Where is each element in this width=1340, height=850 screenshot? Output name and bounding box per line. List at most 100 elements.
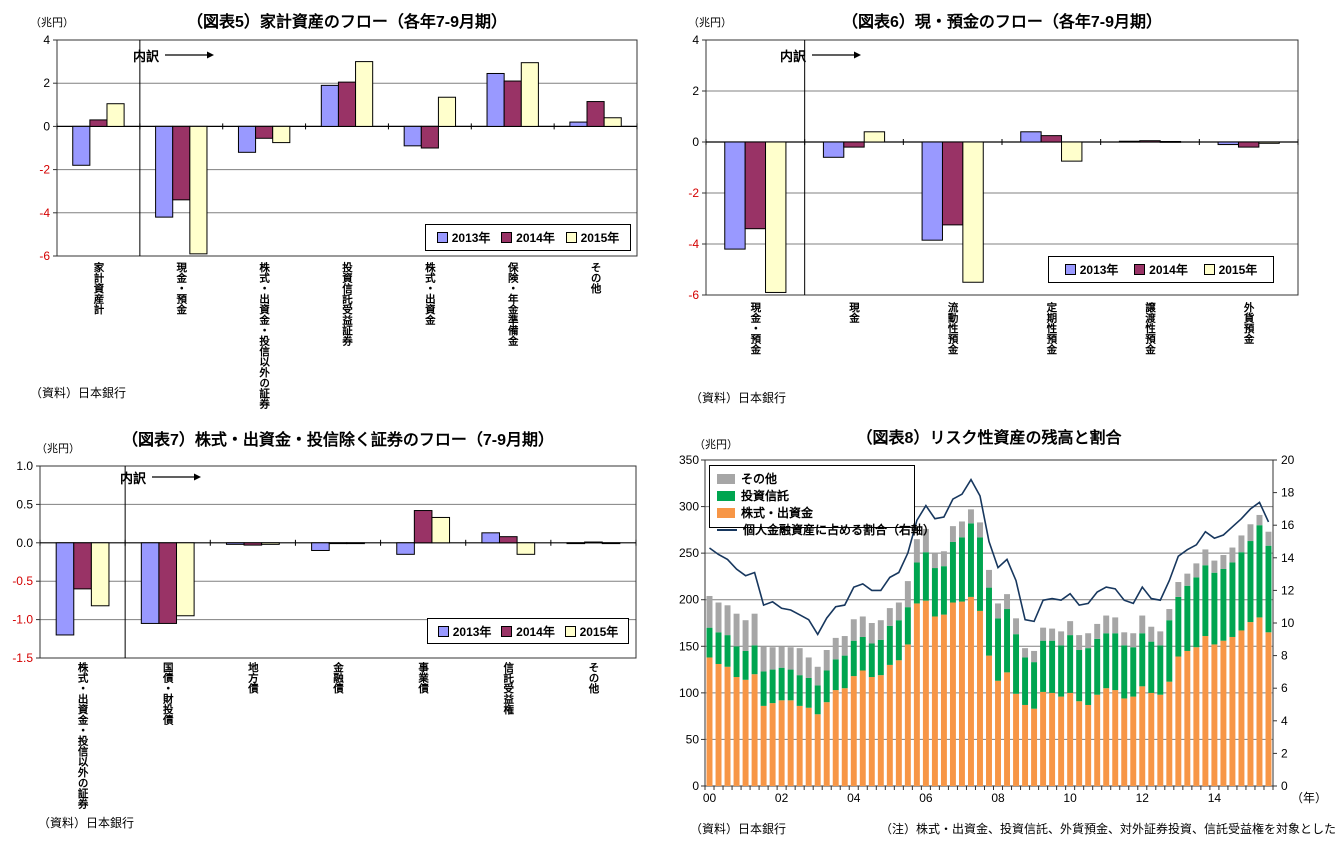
bar xyxy=(1118,140,1141,143)
bar-series-2015年 xyxy=(106,61,622,255)
gridlines xyxy=(40,503,636,621)
stacked-bar-segment xyxy=(1229,636,1236,786)
stacked-bar-segment xyxy=(1094,638,1101,695)
stacked-bar-segment xyxy=(841,655,848,689)
note-label: （注）株式・出資金、投資信託、外貨預金、対外証券投資、信託受益権を対象とした xyxy=(880,822,1337,836)
stacked-bar-segment xyxy=(877,675,884,786)
legend-label: 2015年 xyxy=(579,624,619,639)
stacked-bar-segment xyxy=(986,655,992,786)
category-label: 外貨預金 xyxy=(1242,302,1255,344)
stacked-bar-segment xyxy=(823,650,830,671)
stacked-bar-segment xyxy=(868,677,875,786)
stacked-bar-segment xyxy=(1103,633,1110,689)
fig6-plot: 4 2 0 -2 -4 -6 xyxy=(688,33,1299,302)
source-label: （資料）日本銀行 xyxy=(30,386,127,400)
x-year-label: 00 xyxy=(703,791,717,805)
stacked-bar-segment xyxy=(1121,698,1128,786)
stacked-bar-segment xyxy=(1238,630,1245,786)
stacked-bar-segment xyxy=(1103,615,1110,634)
stacked-bar-segment xyxy=(1256,525,1263,618)
bar xyxy=(724,141,746,250)
legend-swatch-icon xyxy=(436,232,448,243)
legend-label: 2014年 xyxy=(1149,263,1188,277)
bar xyxy=(337,81,357,127)
stacked-bar-segment xyxy=(1229,547,1236,563)
stacked-bar-segment xyxy=(787,700,794,786)
stacked-bar-segment xyxy=(1220,568,1227,641)
stacked-bar-segment xyxy=(1166,620,1173,682)
stacked-bar-segment xyxy=(1175,596,1182,657)
y-tick-label: -1.5 xyxy=(12,651,33,665)
bar xyxy=(158,542,178,624)
stacked-bar-segment xyxy=(877,639,884,676)
stacked-bar-segment xyxy=(1139,615,1146,634)
bar xyxy=(822,141,845,158)
breakdown-annotation: 内訳 xyxy=(780,49,807,64)
chart-risk-assets-balance: （兆円） （図表8）リスク性資産の残高と割合 （資料）日本銀行 （注）株式・出資… xyxy=(670,420,1340,850)
stacked-bar-segment xyxy=(751,613,758,646)
category-label: 株式・出資金・投信以外の証券 xyxy=(76,662,89,809)
left-tick-label: 150 xyxy=(679,639,699,653)
stacked-bar-segment xyxy=(715,663,722,786)
legend-label: 個人金融資産に占める割合（右軸） xyxy=(743,523,936,537)
stacked-bar-segment xyxy=(796,648,803,676)
stacked-bar-segment xyxy=(1148,641,1155,693)
stacked-bar-segment xyxy=(1166,609,1173,621)
stacked-bar-segment xyxy=(922,552,929,601)
category-label: 現金・預金 xyxy=(749,302,762,355)
stacked-bar-segment xyxy=(1247,524,1254,542)
chart-title: （図表5）家計資産のフロー（各年7-9月期） xyxy=(186,14,508,31)
stacked-bar-segment xyxy=(787,647,794,670)
breakdown-arrow-head xyxy=(207,51,214,59)
stacked-bar-segment xyxy=(895,620,902,661)
stacked-bar-segment xyxy=(1121,645,1128,699)
bar xyxy=(516,542,536,555)
stacked-bar-segment xyxy=(733,677,740,786)
stacked-bar-segment xyxy=(877,620,884,640)
stacked-bar-segment xyxy=(886,608,893,626)
source-label: （資料）日本銀行 xyxy=(690,822,787,836)
stacked-bar-segment xyxy=(1022,704,1029,786)
right-tick-label: 18 xyxy=(1281,486,1295,500)
stacked-bar-segment xyxy=(1148,692,1155,786)
bar-series-2013年 xyxy=(724,131,1239,250)
stacked-bar-segment xyxy=(895,660,902,786)
category-label: 金融債 xyxy=(332,662,345,694)
y-axis-unit-label: （兆円） xyxy=(694,439,738,451)
stacked-bar-segment xyxy=(742,679,749,786)
legend-label: 2013年 xyxy=(1079,263,1119,277)
bar xyxy=(413,510,433,544)
bar xyxy=(843,141,865,148)
y-tick-label: 1.0 xyxy=(16,459,33,473)
bar xyxy=(403,125,422,147)
stacked-bar-segment xyxy=(760,646,767,672)
stacked-bar-segment xyxy=(760,705,767,786)
stacked-bar-segment xyxy=(1049,640,1056,693)
legend-item: 株式・出資金 xyxy=(717,504,907,521)
bar xyxy=(272,125,291,144)
stacked-bar-segment xyxy=(850,619,857,641)
bar-series-2013年 xyxy=(55,532,586,636)
legend-label: 投資信託 xyxy=(741,489,790,503)
bar xyxy=(355,61,374,127)
category-label: 株式・出資金 xyxy=(423,262,436,325)
legend-label: 2013年 xyxy=(451,231,491,245)
category-label: 信託受益権 xyxy=(502,662,515,715)
stacked-bar-segment xyxy=(1211,644,1218,786)
stacked-bar-segment xyxy=(913,603,920,786)
stacked-bar-segment xyxy=(841,688,848,786)
source-label: （資料）日本銀行 xyxy=(38,816,135,830)
y-tick-label: 2 xyxy=(692,84,699,98)
stacked-bar-segment xyxy=(931,616,938,786)
stacked-bar-segment xyxy=(1067,635,1074,693)
bar-series-2014年 xyxy=(89,80,605,201)
stacked-bar-segment xyxy=(706,595,713,628)
bar xyxy=(189,125,208,255)
source-label: （資料）日本銀行 xyxy=(690,391,787,405)
bar xyxy=(863,131,886,143)
breakdown-arrow-head xyxy=(854,51,861,59)
stacked-bar-segment xyxy=(778,667,785,701)
stacked-bar-segment xyxy=(706,657,713,786)
stacked-bar-segment xyxy=(1022,657,1029,705)
bar-series-2015年 xyxy=(90,516,621,617)
